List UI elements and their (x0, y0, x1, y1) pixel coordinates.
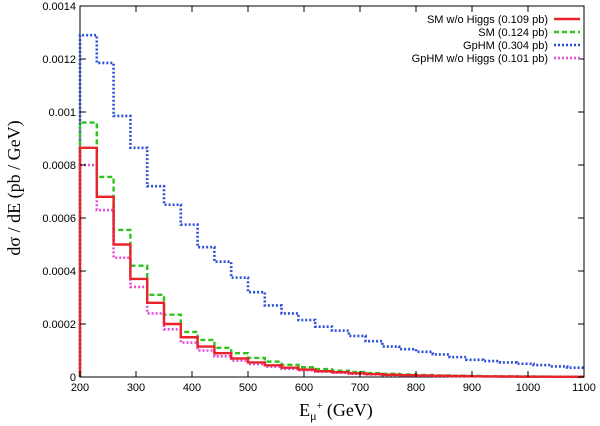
x-tick-label: 1100 (572, 382, 596, 394)
y-tick-label: 0.0002 (42, 319, 76, 331)
x-tick-label: 700 (351, 382, 369, 394)
legend-label: SM w/o Higgs (0.109 pb) (427, 14, 548, 26)
x-tick-label: 600 (295, 382, 313, 394)
y-tick-label: 0.0014 (42, 1, 76, 13)
x-tick-label: 500 (239, 382, 257, 394)
y-tick-label: 0.0012 (42, 54, 76, 66)
y-axis-title: dσ / dE (pb / GeV) (4, 120, 25, 255)
x-axis-title-subscript: μ (310, 409, 316, 423)
series-line (78, 33, 584, 377)
series-line (78, 121, 584, 378)
x-axis-title: Eμ+ (GeV) (299, 400, 373, 423)
x-tick-label: 1000 (516, 382, 540, 394)
series-line (78, 146, 584, 379)
x-tick-label: 300 (127, 382, 145, 394)
series-line (78, 163, 584, 379)
legend-label: GpHM (0.304 pb) (463, 40, 548, 52)
series-layer (78, 33, 584, 379)
x-tick-label: 900 (463, 382, 481, 394)
x-tick-label: 200 (71, 382, 89, 394)
legend-label: SM (0.124 pb) (478, 27, 548, 39)
x-axis-title-main: E (299, 400, 310, 420)
y-tick-label: 0.0008 (42, 160, 76, 172)
y-tick-label: 0.001 (48, 107, 76, 119)
x-tick-label: 400 (183, 382, 201, 394)
legend: SM w/o Higgs (0.109 pb)SM (0.124 pb)GpHM… (412, 14, 580, 65)
ticks-layer: 200 300 400 500 600 700 800 900 1000 1100 0 0.0002 0… (42, 1, 595, 394)
y-tick-label: 0.0006 (42, 213, 76, 225)
x-axis-title-unit: (GeV) (327, 400, 373, 421)
legend-label: GpHM w/o Higgs (0.101 pb) (412, 53, 548, 65)
x-tick-label: 800 (407, 382, 425, 394)
y-tick-label: 0.0004 (42, 266, 76, 278)
x-axis-title-superscript: + (317, 400, 323, 412)
y-tick-label: 0 (70, 372, 76, 384)
